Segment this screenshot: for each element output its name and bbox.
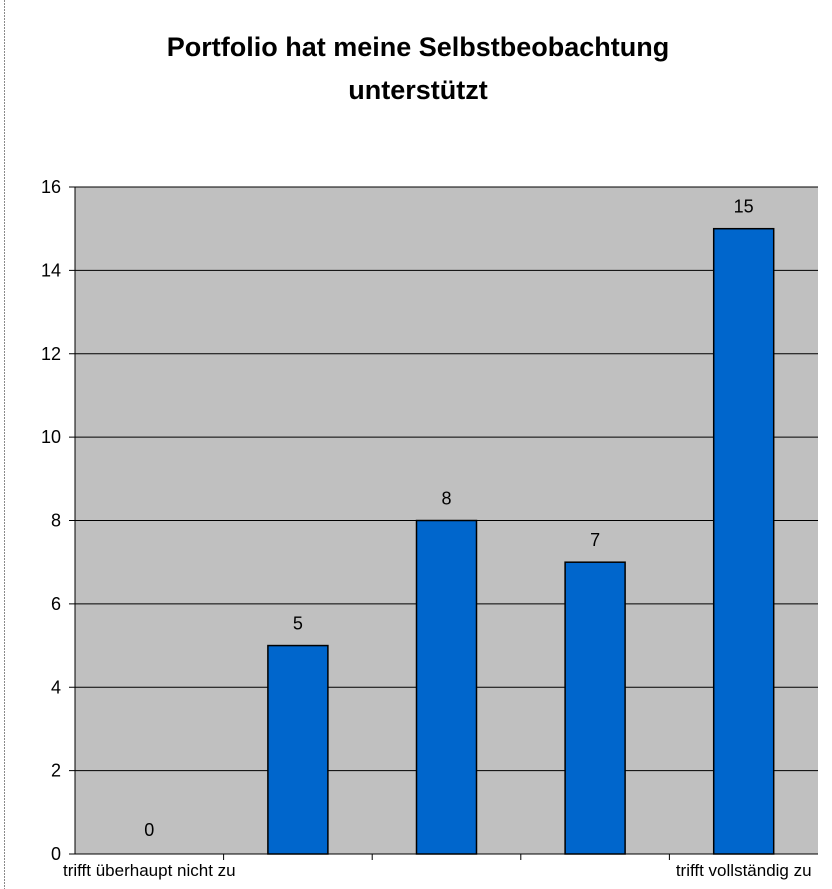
chart-title-line-2: unterstützt: [348, 75, 487, 105]
bar: [267, 644, 329, 855]
data-label: 0: [144, 820, 154, 840]
bar: [712, 227, 775, 855]
bar: [415, 519, 478, 855]
chart-title-line-1: Portfolio hat meine Selbstbeobachtung: [167, 32, 670, 62]
axes: 0 2 4 6 8 10 12 14 16 trifft überhaupt nicht zu tr…: [41, 177, 818, 880]
x-category-label: trifft vollständig zu: [676, 861, 812, 880]
y-tick-label: 4: [51, 677, 61, 697]
data-label: 8: [441, 489, 451, 509]
bar: [564, 561, 626, 855]
x-category-label: trifft überhaupt nicht zu: [63, 861, 236, 880]
y-tick-label: 2: [51, 761, 61, 781]
y-tick-label: 12: [41, 344, 61, 364]
y-tick-label: 8: [51, 511, 61, 531]
bars: [267, 227, 775, 855]
y-tick-label: 0: [51, 844, 61, 864]
data-label: 5: [293, 614, 303, 634]
data-label: 15: [734, 197, 754, 217]
y-tick-label: 10: [41, 427, 61, 447]
data-label: 7: [590, 530, 600, 550]
data-labels: 0 5 8 7 15: [144, 197, 753, 840]
y-tick-label: 16: [41, 177, 61, 197]
y-tick-label: 6: [51, 594, 61, 614]
y-tick-label: 14: [41, 260, 61, 280]
